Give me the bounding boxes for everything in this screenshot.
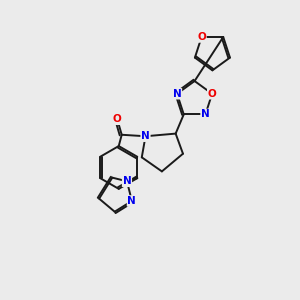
Text: N: N — [128, 196, 136, 206]
Text: O: O — [113, 114, 122, 124]
Text: N: N — [173, 89, 182, 99]
Text: N: N — [141, 131, 150, 141]
Text: N: N — [201, 110, 210, 119]
Text: O: O — [197, 32, 206, 42]
Text: O: O — [208, 89, 217, 99]
Text: N: N — [123, 176, 131, 186]
